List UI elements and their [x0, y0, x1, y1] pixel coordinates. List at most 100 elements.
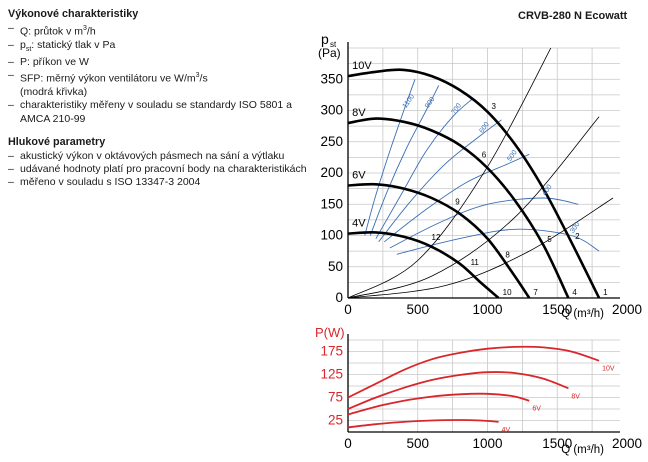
fan-curve [348, 68, 601, 298]
x-tick-label: 0 [344, 436, 352, 451]
performance-item: Q: průtok v m3/h [8, 22, 308, 39]
performance-item: pst: statický tlak v Pa [8, 39, 308, 56]
performance-item: charakteristiky měřeny v souladu se stan… [8, 99, 308, 125]
performance-list: Q: průtok v m3/hpst: statický tlak v PaP… [8, 22, 308, 126]
performance-item-text: : statický tlak v Pa [31, 38, 116, 51]
fan-curve [348, 182, 531, 298]
operating-point-label: 5 [547, 235, 552, 244]
y-tick-label: 150 [320, 196, 343, 211]
sfp-curve [389, 197, 579, 249]
y-axis-label-sub: st [330, 40, 337, 49]
power-curve [347, 345, 600, 399]
operating-point-label: 2 [575, 232, 580, 241]
y-axis-unit: (Pa) [318, 46, 341, 60]
y-tick-label: 75 [328, 390, 343, 405]
sfp-curve-label: 600 [478, 121, 490, 135]
y-tick-label: 125 [320, 367, 343, 382]
operating-point-label: 7 [533, 288, 538, 297]
performance-item: SFP: měrný výkon ventilátoru ve W/m3/s [8, 69, 308, 86]
sfp-curve [378, 119, 502, 243]
power-curve-label: 10V [602, 366, 615, 373]
description-panel: Výkonové charakteristiky Q: průtok v m3/… [8, 8, 308, 190]
sfp-curve-label: 400 [541, 183, 553, 197]
fan-curve-label: 4V [352, 218, 366, 230]
sfp-curve [396, 228, 600, 255]
x-axis-label: Q (m³/h) [561, 444, 604, 456]
performance-item-text: P: příkon ve W [20, 56, 89, 69]
x-tick-label: 1000 [472, 436, 502, 451]
sfp-curve-label: 900 [424, 96, 436, 110]
y-tick-label: 0 [335, 290, 343, 305]
power-curve [347, 392, 530, 416]
y-tick-label: 250 [320, 134, 343, 149]
fan-curve [348, 230, 500, 298]
y-tick-label: 350 [320, 71, 343, 86]
performance-heading: Výkonové charakteristiky [8, 8, 139, 20]
y-tick-label: 300 [320, 103, 343, 118]
sfp-curve [375, 97, 474, 239]
operating-point-label: 9 [455, 197, 460, 206]
sfp-curve-label: 1100 [402, 93, 416, 109]
noise-item: akustický výkon v oktávových pásmech na … [8, 150, 308, 163]
performance-item-text: charakteristiky měřeny v souladu se stan… [20, 99, 292, 125]
x-tick-label: 500 [406, 302, 429, 317]
x-tick-label: 500 [406, 436, 429, 451]
x-tick-label: 1500 [542, 436, 572, 451]
system-curve [348, 48, 552, 298]
noise-item: udávané hodnoty platí pro pracovní body … [8, 163, 308, 176]
x-tick-label: 0 [344, 302, 352, 317]
y-axis-label: P(W) [315, 325, 345, 340]
noise-item: měřeno v souladu s ISO 13347-3 2004 [8, 176, 308, 189]
power-curve [347, 371, 569, 410]
y-tick-label: 25 [328, 413, 343, 428]
performance-item-text: Q: průtok v m [20, 25, 84, 38]
sfp-curve [384, 153, 530, 243]
performance-item-text: 3 [195, 72, 200, 80]
noise-heading: Hlukové parametry [8, 135, 106, 148]
y-tick-label: 200 [320, 165, 343, 180]
performance-item-text: (modrá křivka) [20, 86, 88, 99]
y-tick-label: 100 [320, 228, 343, 243]
performance-item-text: st [25, 46, 32, 53]
noise-list: akustický výkon v oktávových pásmech na … [8, 150, 308, 190]
sfp-curve [369, 85, 440, 236]
fan-curve-label: 6V [352, 170, 366, 182]
performance-item-text: p [20, 38, 26, 51]
y-tick-label: 175 [320, 344, 343, 359]
performance-item-text: SFP: měrný výkon ventilátoru ve W/m [20, 72, 196, 85]
operating-point-label: 10 [503, 288, 512, 297]
model-title: CRVB-280 N Ecowatt [518, 10, 628, 22]
performance-item: P: příkon ve W [8, 56, 308, 69]
power-curve-label: 4V [502, 427, 511, 434]
operating-point-label: 4 [572, 288, 577, 297]
fan-curve-label: 10V [352, 60, 372, 72]
x-tick-label: 1500 [542, 302, 572, 317]
system-curve [348, 197, 614, 298]
operating-point-label: 1 [603, 288, 608, 297]
operating-point-label: 6 [482, 151, 487, 160]
sfp-curve-label: 500 [506, 149, 518, 163]
fan-curve [348, 117, 570, 298]
operating-point-label: 11 [471, 258, 480, 267]
power-chart: 25 75 125 175 0 500 1000 1500 2000 P(W) Q (m³/h) 10… [315, 325, 642, 456]
x-tick-label: 1000 [472, 302, 502, 317]
power-curve-label: 8V [571, 393, 580, 400]
x-tick-label: 2000 [612, 302, 642, 317]
performance-item: (modrá křivka) [8, 86, 308, 99]
plot-area [348, 48, 614, 298]
y-tick-label: 50 [328, 259, 343, 274]
y-axis-label: p [321, 31, 329, 47]
operating-point-label: 3 [491, 102, 496, 111]
operating-point-label: 12 [432, 233, 441, 242]
x-tick-label: 2000 [612, 436, 642, 451]
x-axis-label: Q (m³/h) [561, 308, 604, 320]
system-curve [348, 116, 600, 298]
sfp-curve [364, 79, 416, 236]
operating-point-label: 8 [505, 251, 510, 260]
power-curve [347, 419, 499, 429]
performance-item-text: /h [86, 25, 96, 38]
performance-item-text: /s [199, 72, 208, 85]
fan-curve-label: 8V [352, 107, 366, 119]
